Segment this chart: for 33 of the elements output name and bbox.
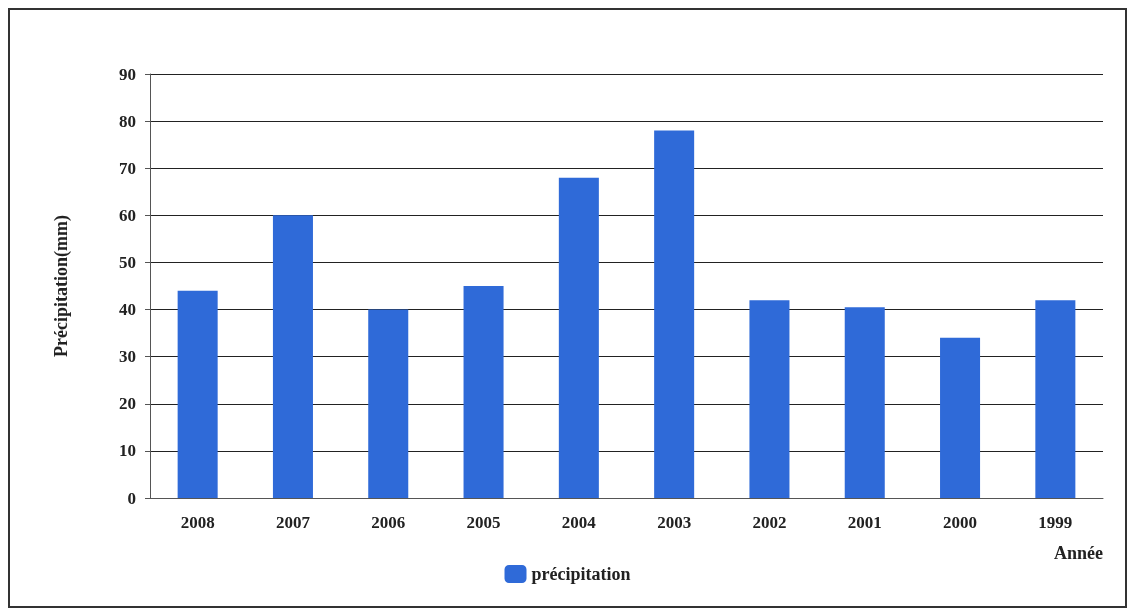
bar [1035,300,1076,498]
x-tick-label: 2001 [847,513,882,532]
y-tick-label: 60 [119,205,136,225]
x-axis-title: Année [1054,543,1104,563]
bar [844,307,885,498]
x-tick-label: 2006 [371,513,406,532]
y-axis-title: Précipitation(mm) [51,215,72,357]
x-tick-label: 2002 [752,513,787,532]
y-tick-label: 40 [119,300,136,320]
bar [654,130,695,498]
bar [940,337,981,498]
x-tick-label: 2000 [943,513,978,532]
y-tick-label: 90 [119,64,136,84]
x-tick-label: 2005 [466,513,501,532]
y-tick-label: 70 [119,158,136,178]
bar [177,290,218,498]
bar [463,286,504,498]
bar [368,309,409,498]
y-tick-label: 80 [119,111,136,131]
y-tick-label: 50 [119,252,136,272]
x-tick-label: 2004 [561,513,597,532]
x-tick-label: 2003 [657,513,692,532]
y-tick-label: 0 [127,488,136,508]
y-tick-label: 20 [119,394,136,414]
bar [558,177,599,498]
x-tick-label: 1999 [1038,513,1073,532]
y-tick-label: 10 [119,441,136,461]
x-tick-label: 2008 [180,513,215,532]
bar [272,215,313,498]
x-tick-label: 2007 [275,513,311,532]
bar [749,300,790,498]
y-tick-label: 30 [119,347,136,367]
legend-label: précipitation [531,564,631,584]
